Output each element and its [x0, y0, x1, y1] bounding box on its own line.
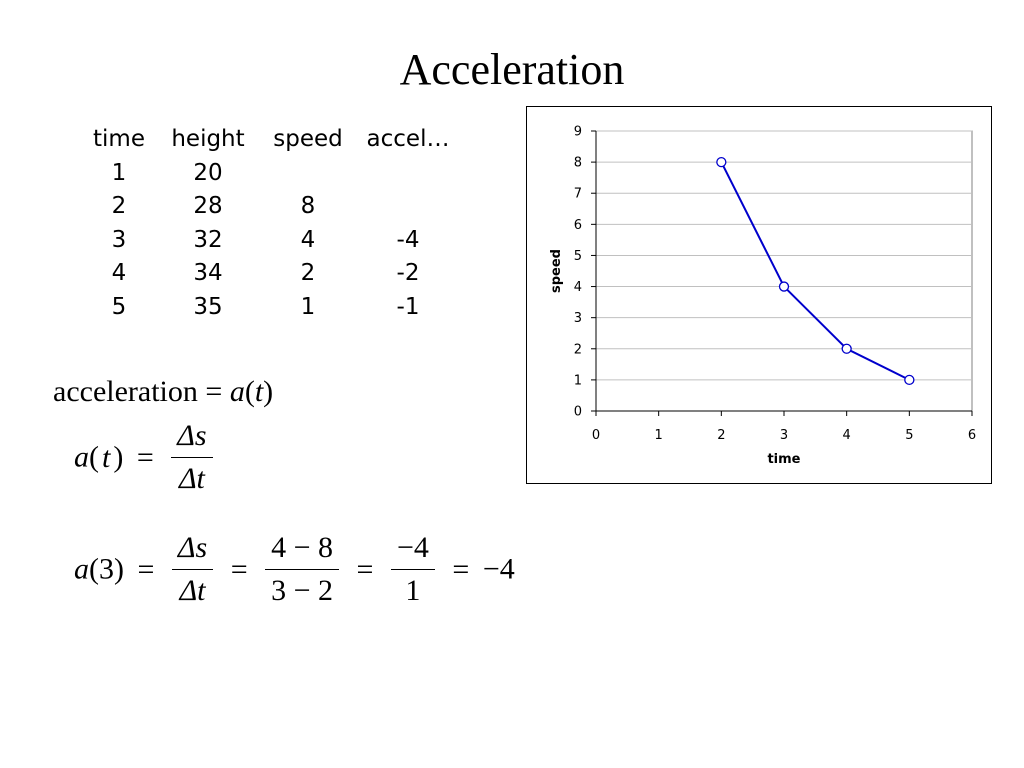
data-point [841, 343, 852, 354]
cell-height: 34 [193, 260, 223, 287]
cell-time: 1 [111, 159, 127, 186]
y-tick-label: 2 [574, 342, 582, 357]
x-tick-label: 3 [780, 428, 788, 443]
cell-speed: 8 [300, 193, 316, 220]
y-axis-label: speed [549, 249, 564, 293]
general-denominator: Δt [178, 462, 205, 495]
y-tick-label: 4 [574, 280, 582, 295]
example-fraction-2-denominator: 3 − 2 [271, 574, 334, 607]
column-header-speed: speed [273, 126, 343, 152]
table-header-row: time height speed accel… [80, 122, 458, 156]
cell-height: 28 [193, 193, 223, 220]
definition-paren-close: ) [263, 375, 274, 408]
example-lhs-func: a [74, 552, 89, 586]
x-axis-label: time [767, 452, 800, 467]
cell-height: 35 [193, 293, 223, 320]
general-fraction: Δs Δt [171, 419, 213, 496]
column-header-time: time [93, 126, 145, 152]
x-tick-label: 6 [968, 428, 976, 443]
cell-acceleration [358, 156, 458, 190]
data-point [716, 156, 727, 168]
definition-paren-open: ( [244, 375, 255, 408]
chart-canvas: 0 1 2 3 4 5 6 7 8 9 0 1 2 3 4 5 6 time speed [549, 125, 976, 468]
speed-time-chart: 0 1 2 3 4 5 6 7 8 9 0 1 2 3 4 5 6 time speed [526, 106, 992, 484]
example-equals-1: = [137, 552, 155, 586]
cell-acceleration: -1 [396, 293, 420, 320]
x-tick-label: 1 [655, 428, 663, 443]
table-row: 5 35 1 -1 [80, 290, 458, 324]
cell-height: 20 [193, 159, 223, 186]
example-fraction-1-denominator: Δt [179, 574, 206, 607]
x-tick-label: 5 [905, 428, 913, 443]
table-row: 1 20 [80, 156, 458, 190]
example-fraction-3-denominator: 1 [405, 574, 421, 607]
example-equals-3: = [356, 552, 374, 586]
example-formula: a(3) = Δs Δt = 4 − 8 3 − 2 = −4 1 = −4 [74, 531, 515, 608]
example-fraction-3: −4 1 [390, 531, 435, 608]
y-tick-label: 3 [574, 311, 582, 326]
cell-speed: 2 [300, 260, 316, 287]
column-header-acceleration: accel… [366, 126, 450, 152]
y-tick-label: 1 [574, 373, 582, 388]
general-lhs-func: a [74, 440, 89, 474]
y-tick-label: 5 [574, 249, 582, 264]
example-lhs-arg: (3) [89, 552, 124, 586]
y-tick-label: 8 [574, 156, 582, 171]
definition-var: t [254, 375, 264, 408]
example-result: −4 [482, 552, 515, 586]
definition-func: a [229, 375, 245, 408]
definition-text: acceleration = [53, 375, 230, 408]
series-line [720, 161, 910, 381]
data-point [904, 374, 915, 386]
cell-acceleration [358, 190, 458, 224]
table-row: 4 34 2 -2 [80, 257, 458, 291]
example-fraction-1: Δs Δt [171, 531, 214, 608]
table-row: 3 32 4 -4 [80, 223, 458, 257]
y-tick-label: 9 [574, 125, 582, 140]
cell-time: 2 [111, 193, 127, 220]
plot-area [595, 130, 973, 412]
x-tick-label: 0 [592, 428, 600, 443]
cell-acceleration: -2 [396, 260, 420, 287]
cell-speed [258, 156, 358, 190]
cell-height: 32 [193, 226, 223, 253]
example-fraction-1-numerator: Δs [171, 531, 214, 570]
example-equals-2: = [230, 552, 248, 586]
example-fraction-2-numerator: 4 − 8 [265, 531, 340, 570]
y-tick-label: 0 [574, 405, 582, 420]
cell-time: 4 [111, 260, 127, 287]
data-table: time height speed accel… 1 20 2 28 8 3 3… [80, 122, 458, 324]
cell-acceleration: -4 [396, 226, 420, 253]
y-tick-label: 6 [574, 218, 582, 233]
acceleration-definition: acceleration = a(t) [53, 375, 273, 409]
example-fraction-2: 4 − 8 3 − 2 [265, 531, 340, 608]
general-equals: = [136, 440, 154, 474]
slide-title: Acceleration [399, 45, 625, 94]
cell-speed: 1 [300, 293, 316, 320]
cell-time: 3 [111, 226, 127, 253]
y-tick-label: 7 [574, 187, 582, 202]
general-formula: a(t) = Δs Δt [74, 419, 217, 496]
general-lhs-var: t [102, 440, 111, 474]
example-fraction-3-numerator: −4 [390, 531, 435, 570]
table-row: 2 28 8 [80, 190, 458, 224]
x-tick-label: 2 [717, 428, 725, 443]
data-point [778, 281, 790, 292]
example-equals-4: = [452, 552, 470, 586]
cell-time: 5 [111, 293, 127, 320]
cell-speed: 4 [300, 226, 316, 253]
x-tick-label: 4 [843, 428, 851, 443]
general-numerator: Δs [171, 419, 213, 458]
column-header-height: height [171, 126, 245, 152]
